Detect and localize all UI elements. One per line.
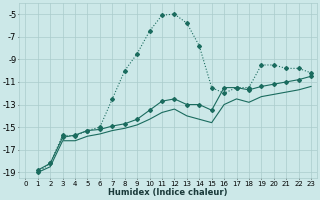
X-axis label: Humidex (Indice chaleur): Humidex (Indice chaleur) <box>108 188 228 197</box>
